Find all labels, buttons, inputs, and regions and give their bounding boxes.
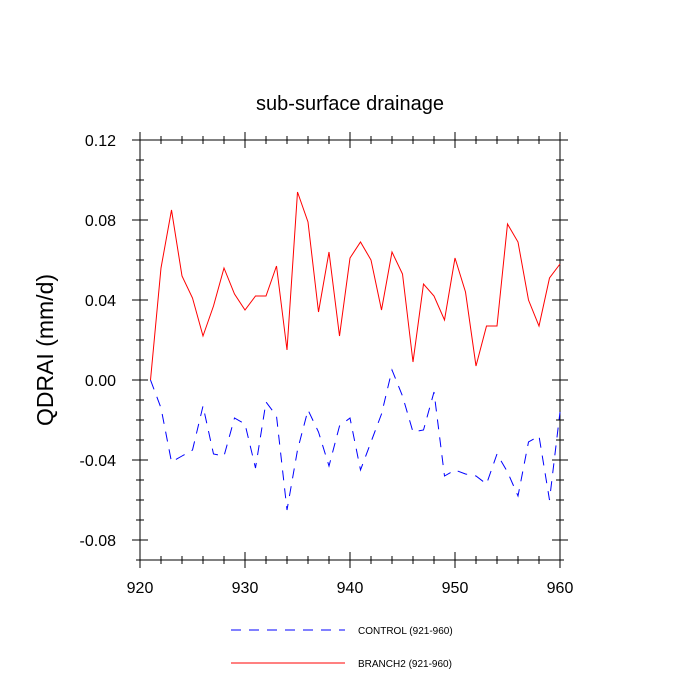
x-tick-label: 960 (547, 580, 574, 597)
series-layer (150, 191, 561, 511)
y-tick-label: 0.00 (85, 373, 116, 390)
x-tick-label: 940 (337, 580, 364, 597)
y-tick-label: 0.08 (85, 213, 116, 230)
x-tick-label: 930 (232, 580, 259, 597)
axis-tick-labels: 920 930 940 950 960 -0.08 -0.04 0.00 0.04 0.08 0.1… (80, 133, 574, 597)
legend-label: BRANCH2 (921-960) (358, 659, 452, 670)
series-line-control (150, 368, 561, 511)
axis-ticks (132, 132, 568, 568)
chart-title: sub-surface drainage (256, 93, 444, 115)
x-tick-label: 920 (127, 580, 154, 597)
legend-label: CONTROL (921-960) (358, 626, 453, 637)
y-tick-label: 0.12 (85, 133, 116, 150)
y-tick-label: 0.04 (85, 293, 116, 310)
y-axis-label: QDRAI (mm/d) (32, 274, 58, 426)
legend: CONTROL (921-960) BRANCH2 (921-960) (231, 626, 453, 670)
series-line-branch2 (150, 191, 561, 381)
x-tick-label: 950 (442, 580, 469, 597)
y-tick-label: -0.08 (80, 533, 117, 550)
y-tick-label: -0.04 (80, 453, 117, 470)
plot-frame (139, 139, 561, 561)
